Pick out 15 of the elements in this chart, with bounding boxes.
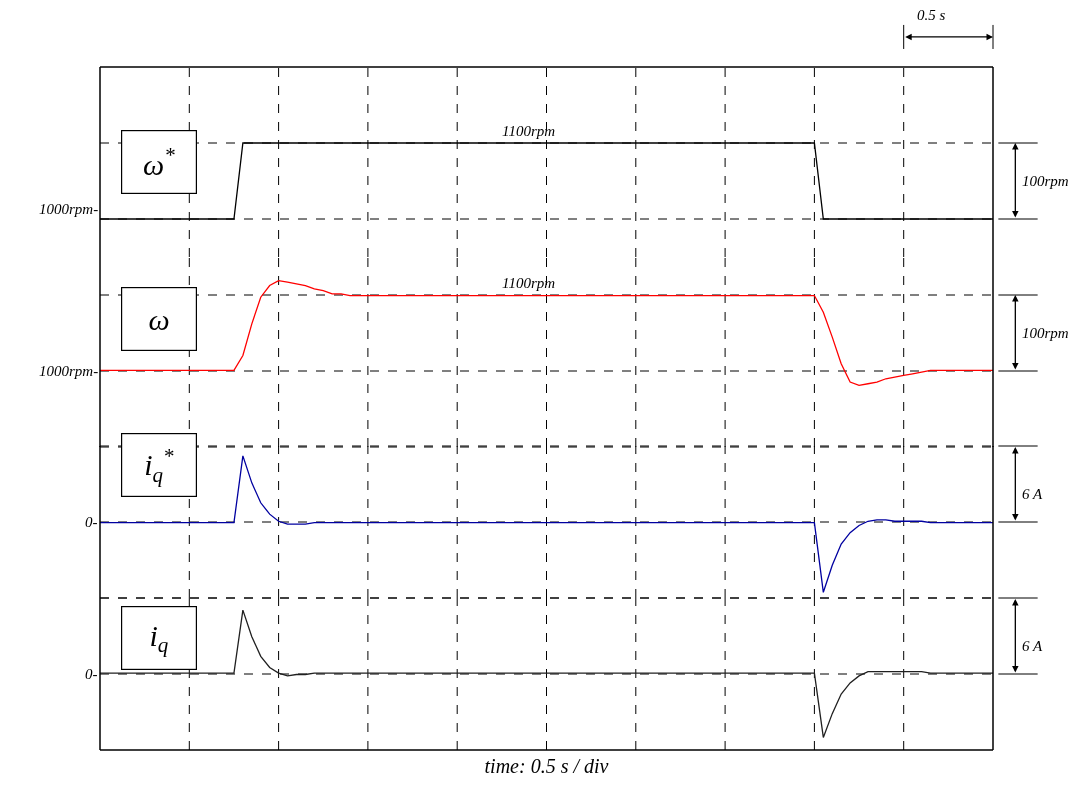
text: 1000rpm- xyxy=(39,362,99,379)
text: 0- xyxy=(85,514,98,531)
annotation: 1100rpm xyxy=(502,274,556,291)
text: 6 A xyxy=(1022,486,1043,503)
text: 100rpm xyxy=(1022,173,1069,189)
series-label: ω xyxy=(148,302,170,336)
text: 1100rpm xyxy=(502,123,556,139)
text: 0.5 s xyxy=(917,7,946,23)
text: 1000rpm- xyxy=(39,201,99,217)
text: 0- xyxy=(85,666,98,683)
x-axis-title: time: 0.5 s / div xyxy=(484,754,609,777)
text: 6 A xyxy=(1022,638,1043,655)
series-label: ω$^{*}$ xyxy=(143,143,176,181)
text: 100rpm xyxy=(1022,324,1069,341)
series-label: i$_{q}$ xyxy=(149,619,169,658)
